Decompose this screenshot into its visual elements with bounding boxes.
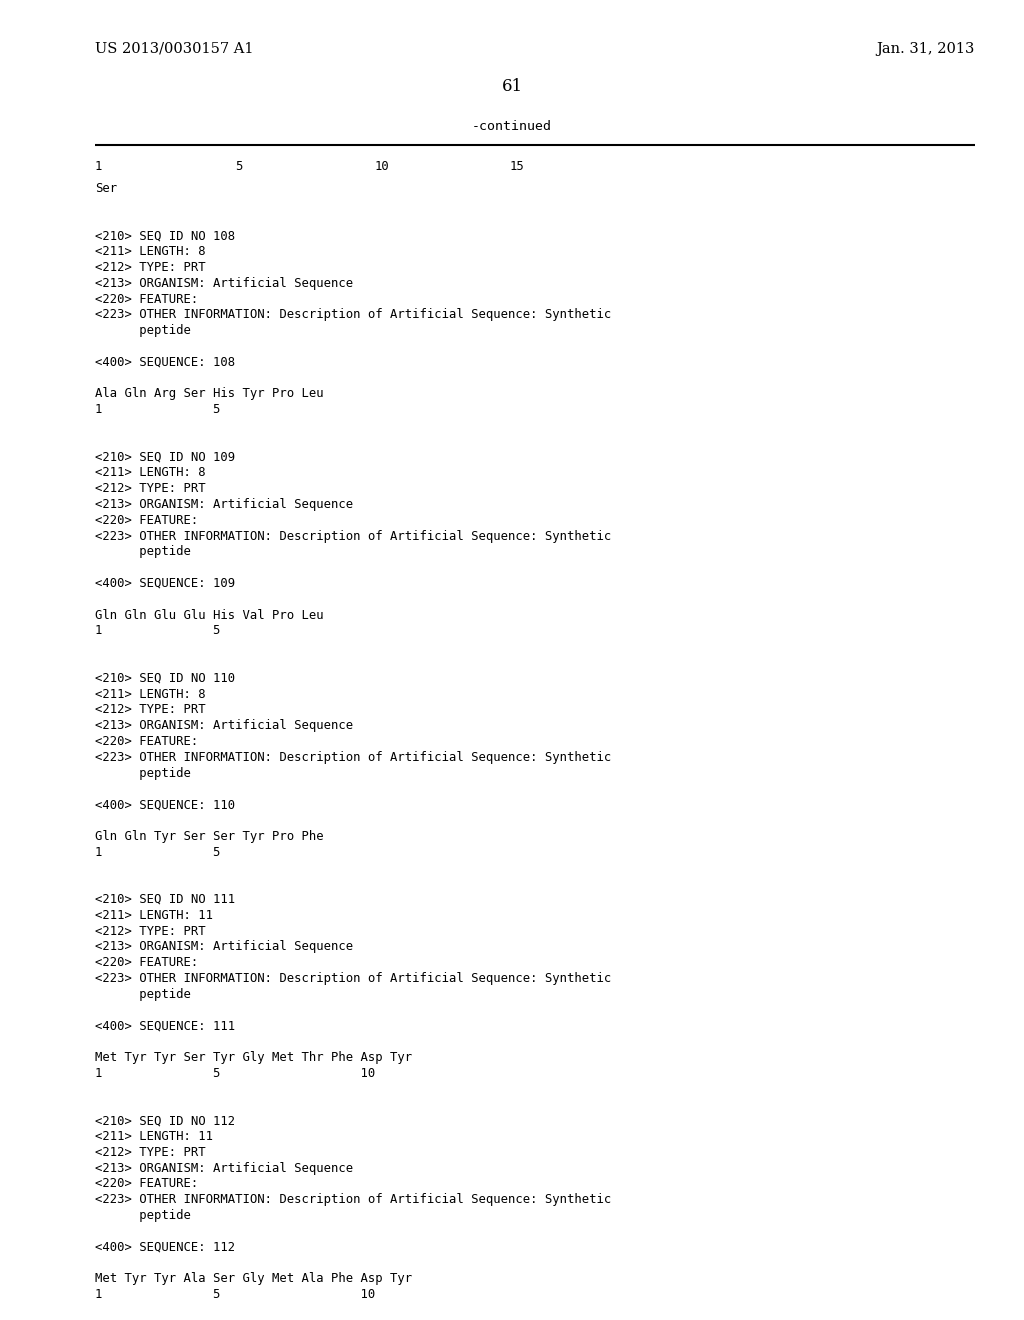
Text: 1               5: 1 5 [95,403,220,416]
Text: 1: 1 [95,160,102,173]
Text: <212> TYPE: PRT: <212> TYPE: PRT [95,482,206,495]
Text: <400> SEQUENCE: 109: <400> SEQUENCE: 109 [95,577,236,590]
Text: <223> OTHER INFORMATION: Description of Artificial Sequence: Synthetic: <223> OTHER INFORMATION: Description of … [95,972,611,985]
Text: 61: 61 [502,78,522,95]
Text: <223> OTHER INFORMATION: Description of Artificial Sequence: Synthetic: <223> OTHER INFORMATION: Description of … [95,529,611,543]
Text: 1               5: 1 5 [95,846,220,858]
Text: <210> SEQ ID NO 108: <210> SEQ ID NO 108 [95,230,236,243]
Text: peptide: peptide [95,767,190,780]
Text: <213> ORGANISM: Artificial Sequence: <213> ORGANISM: Artificial Sequence [95,940,353,953]
Text: <400> SEQUENCE: 112: <400> SEQUENCE: 112 [95,1241,236,1254]
Text: 1               5                   10: 1 5 10 [95,1067,375,1080]
Text: <213> ORGANISM: Artificial Sequence: <213> ORGANISM: Artificial Sequence [95,719,353,733]
Text: <213> ORGANISM: Artificial Sequence: <213> ORGANISM: Artificial Sequence [95,1162,353,1175]
Text: <213> ORGANISM: Artificial Sequence: <213> ORGANISM: Artificial Sequence [95,277,353,290]
Text: Gln Gln Glu Glu His Val Pro Leu: Gln Gln Glu Glu His Val Pro Leu [95,609,324,622]
Text: <400> SEQUENCE: 111: <400> SEQUENCE: 111 [95,1019,236,1032]
Text: Gln Gln Tyr Ser Ser Tyr Pro Phe: Gln Gln Tyr Ser Ser Tyr Pro Phe [95,830,324,842]
Text: Met Tyr Tyr Ala Ser Gly Met Ala Phe Asp Tyr: Met Tyr Tyr Ala Ser Gly Met Ala Phe Asp … [95,1272,412,1286]
Text: <220> FEATURE:: <220> FEATURE: [95,735,199,748]
Text: 1               5: 1 5 [95,624,220,638]
Text: <210> SEQ ID NO 110: <210> SEQ ID NO 110 [95,672,236,685]
Text: 1               5                   10: 1 5 10 [95,1288,375,1302]
Text: Ala Gln Arg Ser His Tyr Pro Leu: Ala Gln Arg Ser His Tyr Pro Leu [95,387,324,400]
Text: Ser: Ser [95,182,117,195]
Text: <220> FEATURE:: <220> FEATURE: [95,293,199,306]
Text: <220> FEATURE:: <220> FEATURE: [95,513,199,527]
Text: Met Tyr Tyr Ser Tyr Gly Met Thr Phe Asp Tyr: Met Tyr Tyr Ser Tyr Gly Met Thr Phe Asp … [95,1051,412,1064]
Text: <400> SEQUENCE: 110: <400> SEQUENCE: 110 [95,799,236,812]
Text: <213> ORGANISM: Artificial Sequence: <213> ORGANISM: Artificial Sequence [95,498,353,511]
Text: <400> SEQUENCE: 108: <400> SEQUENCE: 108 [95,356,236,368]
Text: <212> TYPE: PRT: <212> TYPE: PRT [95,1146,206,1159]
Text: <223> OTHER INFORMATION: Description of Artificial Sequence: Synthetic: <223> OTHER INFORMATION: Description of … [95,309,611,321]
Text: peptide: peptide [95,987,190,1001]
Text: US 2013/0030157 A1: US 2013/0030157 A1 [95,42,254,55]
Text: <220> FEATURE:: <220> FEATURE: [95,956,199,969]
Text: <211> LENGTH: 8: <211> LENGTH: 8 [95,688,206,701]
Text: peptide: peptide [95,545,190,558]
Text: 10: 10 [375,160,390,173]
Text: <211> LENGTH: 11: <211> LENGTH: 11 [95,908,213,921]
Text: peptide: peptide [95,1209,190,1222]
Text: 15: 15 [510,160,524,173]
Text: <211> LENGTH: 11: <211> LENGTH: 11 [95,1130,213,1143]
Text: <210> SEQ ID NO 109: <210> SEQ ID NO 109 [95,450,236,463]
Text: <220> FEATURE:: <220> FEATURE: [95,1177,199,1191]
Text: <212> TYPE: PRT: <212> TYPE: PRT [95,704,206,717]
Text: <212> TYPE: PRT: <212> TYPE: PRT [95,261,206,275]
Text: <223> OTHER INFORMATION: Description of Artificial Sequence: Synthetic: <223> OTHER INFORMATION: Description of … [95,751,611,764]
Text: <211> LENGTH: 8: <211> LENGTH: 8 [95,466,206,479]
Text: <211> LENGTH: 8: <211> LENGTH: 8 [95,246,206,259]
Text: peptide: peptide [95,325,190,337]
Text: Jan. 31, 2013: Jan. 31, 2013 [877,42,975,55]
Text: 5: 5 [234,160,243,173]
Text: <210> SEQ ID NO 111: <210> SEQ ID NO 111 [95,894,236,906]
Text: <223> OTHER INFORMATION: Description of Artificial Sequence: Synthetic: <223> OTHER INFORMATION: Description of … [95,1193,611,1206]
Text: -continued: -continued [472,120,552,133]
Text: <210> SEQ ID NO 112: <210> SEQ ID NO 112 [95,1114,236,1127]
Text: <212> TYPE: PRT: <212> TYPE: PRT [95,924,206,937]
